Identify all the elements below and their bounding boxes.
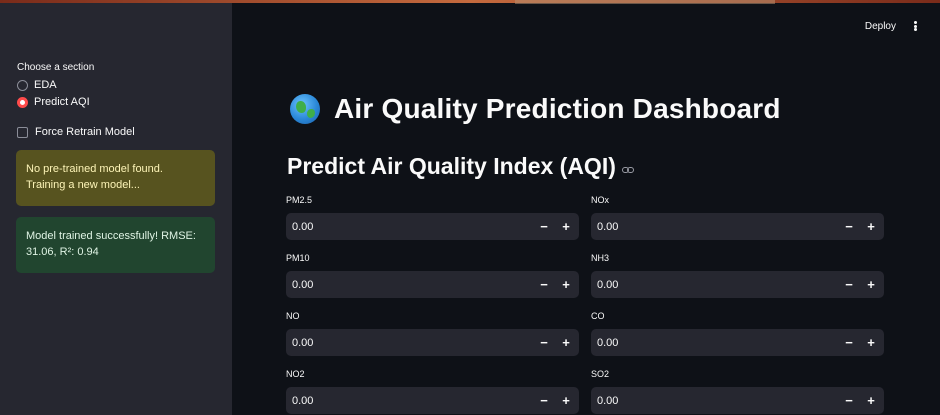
no2-input[interactable]: [286, 387, 533, 414]
so2-input[interactable]: [591, 387, 838, 414]
section-heading: Predict Air Quality Index (AQI): [287, 153, 616, 179]
so2-field: SO2 − +: [591, 369, 884, 414]
radio-option-label: EDA: [34, 79, 57, 91]
app-header-decoration: [0, 0, 940, 3]
header-decoration-accent: [515, 0, 775, 4]
nh3-field: NH3 − +: [591, 253, 884, 298]
section-label: Choose a section: [17, 62, 95, 73]
pm10-input[interactable]: [286, 271, 533, 298]
nox-input[interactable]: [591, 213, 838, 240]
increment-button[interactable]: +: [867, 393, 875, 408]
number-input: − +: [591, 329, 884, 356]
nh3-input[interactable]: [591, 271, 838, 298]
field-label: SO2: [591, 369, 610, 379]
field-label: NO2: [286, 369, 305, 379]
number-input: − +: [591, 271, 884, 298]
no-field: NO − +: [286, 311, 579, 356]
deploy-button[interactable]: Deploy: [864, 21, 896, 32]
pm10-field: PM10 − +: [286, 253, 579, 298]
radio-unselected-icon[interactable]: [17, 79, 28, 91]
more-vertical-icon[interactable]: [910, 19, 920, 33]
pm25-input[interactable]: [286, 213, 533, 240]
globe-icon: [290, 94, 320, 124]
number-input: − +: [591, 213, 884, 240]
increment-button[interactable]: +: [562, 277, 570, 292]
radio-option-label: Predict AQI: [34, 96, 90, 108]
radio-option-predict-aqi[interactable]: Predict AQI: [17, 96, 90, 108]
link-icon[interactable]: [621, 166, 634, 174]
field-label: NO: [286, 311, 300, 321]
page-title: Air Quality Prediction Dashboard: [334, 93, 781, 124]
decrement-button[interactable]: −: [540, 393, 548, 408]
increment-button[interactable]: +: [867, 219, 875, 234]
increment-button[interactable]: +: [562, 393, 570, 408]
no-input[interactable]: [286, 329, 533, 356]
number-input: − +: [286, 213, 579, 240]
force-retrain-label: Force Retrain Model: [35, 126, 135, 138]
field-label: PM2.5: [286, 195, 313, 205]
decrement-button[interactable]: −: [540, 277, 548, 292]
radio-option-eda[interactable]: EDA: [17, 79, 57, 91]
number-input: − +: [286, 329, 579, 356]
number-input: − +: [286, 387, 579, 414]
pm25-field: PM2.5 − +: [286, 195, 579, 240]
field-label: CO: [591, 311, 605, 321]
field-label: NH3: [591, 253, 610, 263]
success-alert: Model trained successfully! RMSE: 31.06,…: [16, 217, 215, 273]
checkbox-icon[interactable]: [17, 126, 28, 138]
number-input: − +: [286, 271, 579, 298]
co-field: CO − +: [591, 311, 884, 356]
radio-selected-icon[interactable]: [17, 96, 28, 108]
decrement-button[interactable]: −: [845, 277, 853, 292]
decrement-button[interactable]: −: [540, 219, 548, 234]
warning-alert: No pre-trained model found. Training a n…: [16, 150, 215, 206]
co-input[interactable]: [591, 329, 838, 356]
field-label: PM10: [286, 253, 310, 263]
page-title-row: Air Quality Prediction Dashboard: [290, 93, 781, 125]
field-label: NOx: [591, 195, 609, 205]
increment-button[interactable]: +: [562, 335, 570, 350]
increment-button[interactable]: +: [562, 219, 570, 234]
increment-button[interactable]: +: [867, 335, 875, 350]
decrement-button[interactable]: −: [845, 335, 853, 350]
no2-field: NO2 − +: [286, 369, 579, 414]
increment-button[interactable]: +: [867, 277, 875, 292]
section-heading-row: Predict Air Quality Index (AQI): [287, 153, 634, 180]
decrement-button[interactable]: −: [540, 335, 548, 350]
force-retrain-checkbox[interactable]: Force Retrain Model: [17, 126, 135, 138]
decrement-button[interactable]: −: [845, 219, 853, 234]
nox-field: NOx − +: [591, 195, 884, 240]
number-input: − +: [591, 387, 884, 414]
decrement-button[interactable]: −: [845, 393, 853, 408]
main-content: Deploy Air Quality Prediction Dashboard …: [232, 3, 940, 415]
sidebar: Choose a section EDA Predict AQI Force R…: [0, 3, 232, 415]
